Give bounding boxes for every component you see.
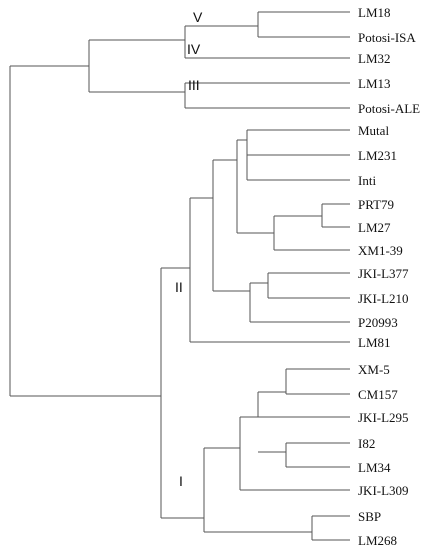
leaf-label: LM32 (358, 51, 391, 66)
leaf-label: JKI-L309 (358, 483, 409, 498)
leaf-label: XM-5 (358, 362, 390, 377)
leaf-label: XM1-39 (358, 243, 403, 258)
leaf-label: CM157 (358, 387, 398, 402)
leaf-label: LM268 (358, 533, 397, 548)
leaf-label: LM18 (358, 5, 391, 20)
leaf-label: Potosi-ALE (358, 101, 420, 116)
leaf-label: Inti (358, 173, 376, 188)
leaf-label: Mutal (358, 123, 389, 138)
clade-labels: V IV III II I (175, 9, 203, 489)
leaf-label: LM27 (358, 220, 391, 235)
leaf-label: JKI-L295 (358, 410, 409, 425)
leaf-label: LM81 (358, 335, 391, 350)
clade-label-v: V (193, 9, 203, 25)
clade-label-iv: IV (187, 41, 201, 57)
leaf-label: I82 (358, 436, 375, 451)
clade-label-ii: II (175, 279, 183, 295)
leaf-labels: LM18 Potosi-ISA LM32 LM13 Potosi-ALE Mut… (358, 5, 420, 548)
leaf-label: JKI-L210 (358, 291, 409, 306)
leaf-label: LM231 (358, 148, 397, 163)
leaf-label: SBP (358, 509, 381, 524)
leaf-label: P20993 (358, 315, 398, 330)
leaf-label: Potosi-ISA (358, 30, 416, 45)
leaf-label: LM34 (358, 460, 391, 475)
branches (9, 11, 350, 541)
leaf-label: JKI-L377 (358, 266, 409, 281)
leaf-label: PRT79 (358, 197, 394, 212)
clade-label-i: I (179, 473, 183, 489)
leaf-label: LM13 (358, 76, 391, 91)
clade-label-iii: III (188, 77, 200, 93)
